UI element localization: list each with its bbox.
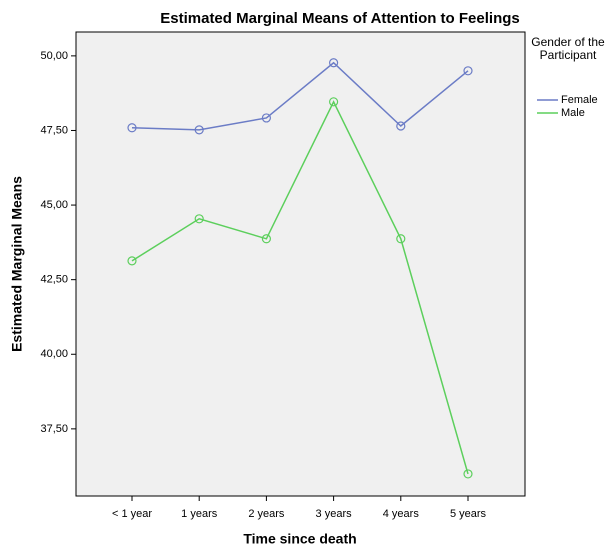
series-line bbox=[131, 100, 469, 475]
data-point bbox=[127, 256, 137, 266]
data-point bbox=[127, 123, 137, 133]
y-tick-label: 42,50 bbox=[40, 274, 68, 286]
plot-area bbox=[75, 31, 526, 497]
y-tick-label: 37,50 bbox=[40, 423, 68, 435]
data-point bbox=[396, 121, 406, 131]
y-tick-label: 47,50 bbox=[40, 124, 68, 136]
series-line bbox=[131, 61, 469, 131]
legend-title-box: Gender of the Participant bbox=[531, 36, 605, 62]
data-point bbox=[463, 469, 473, 479]
x-tick-label: 5 years bbox=[450, 508, 487, 520]
legend-title: Gender of the Participant bbox=[531, 36, 605, 62]
legend-label: Male bbox=[561, 107, 585, 119]
x-axis-label: Time since death bbox=[243, 531, 356, 547]
x-tick-label: < 1 year bbox=[112, 508, 152, 520]
y-tick-label: 45,00 bbox=[40, 199, 68, 211]
y-tick-label: 50,00 bbox=[40, 50, 68, 62]
x-tick-label: 3 years bbox=[316, 508, 353, 520]
y-tick-label: 40,00 bbox=[40, 348, 68, 360]
data-point bbox=[261, 234, 271, 244]
data-point bbox=[261, 113, 271, 123]
x-tick-label: 4 years bbox=[383, 508, 420, 520]
data-point bbox=[194, 214, 204, 224]
data-point bbox=[463, 66, 473, 76]
chart-title: Estimated Marginal Means of Attention to… bbox=[160, 10, 519, 27]
data-point bbox=[329, 58, 339, 68]
legend-label: Female bbox=[561, 94, 598, 106]
x-tick-label: 1 years bbox=[181, 508, 218, 520]
y-axis-label: Estimated Marginal Means bbox=[9, 176, 25, 352]
data-point bbox=[329, 97, 339, 107]
x-tick-label: 2 years bbox=[248, 508, 285, 520]
data-point bbox=[396, 234, 406, 244]
data-point bbox=[194, 125, 204, 135]
